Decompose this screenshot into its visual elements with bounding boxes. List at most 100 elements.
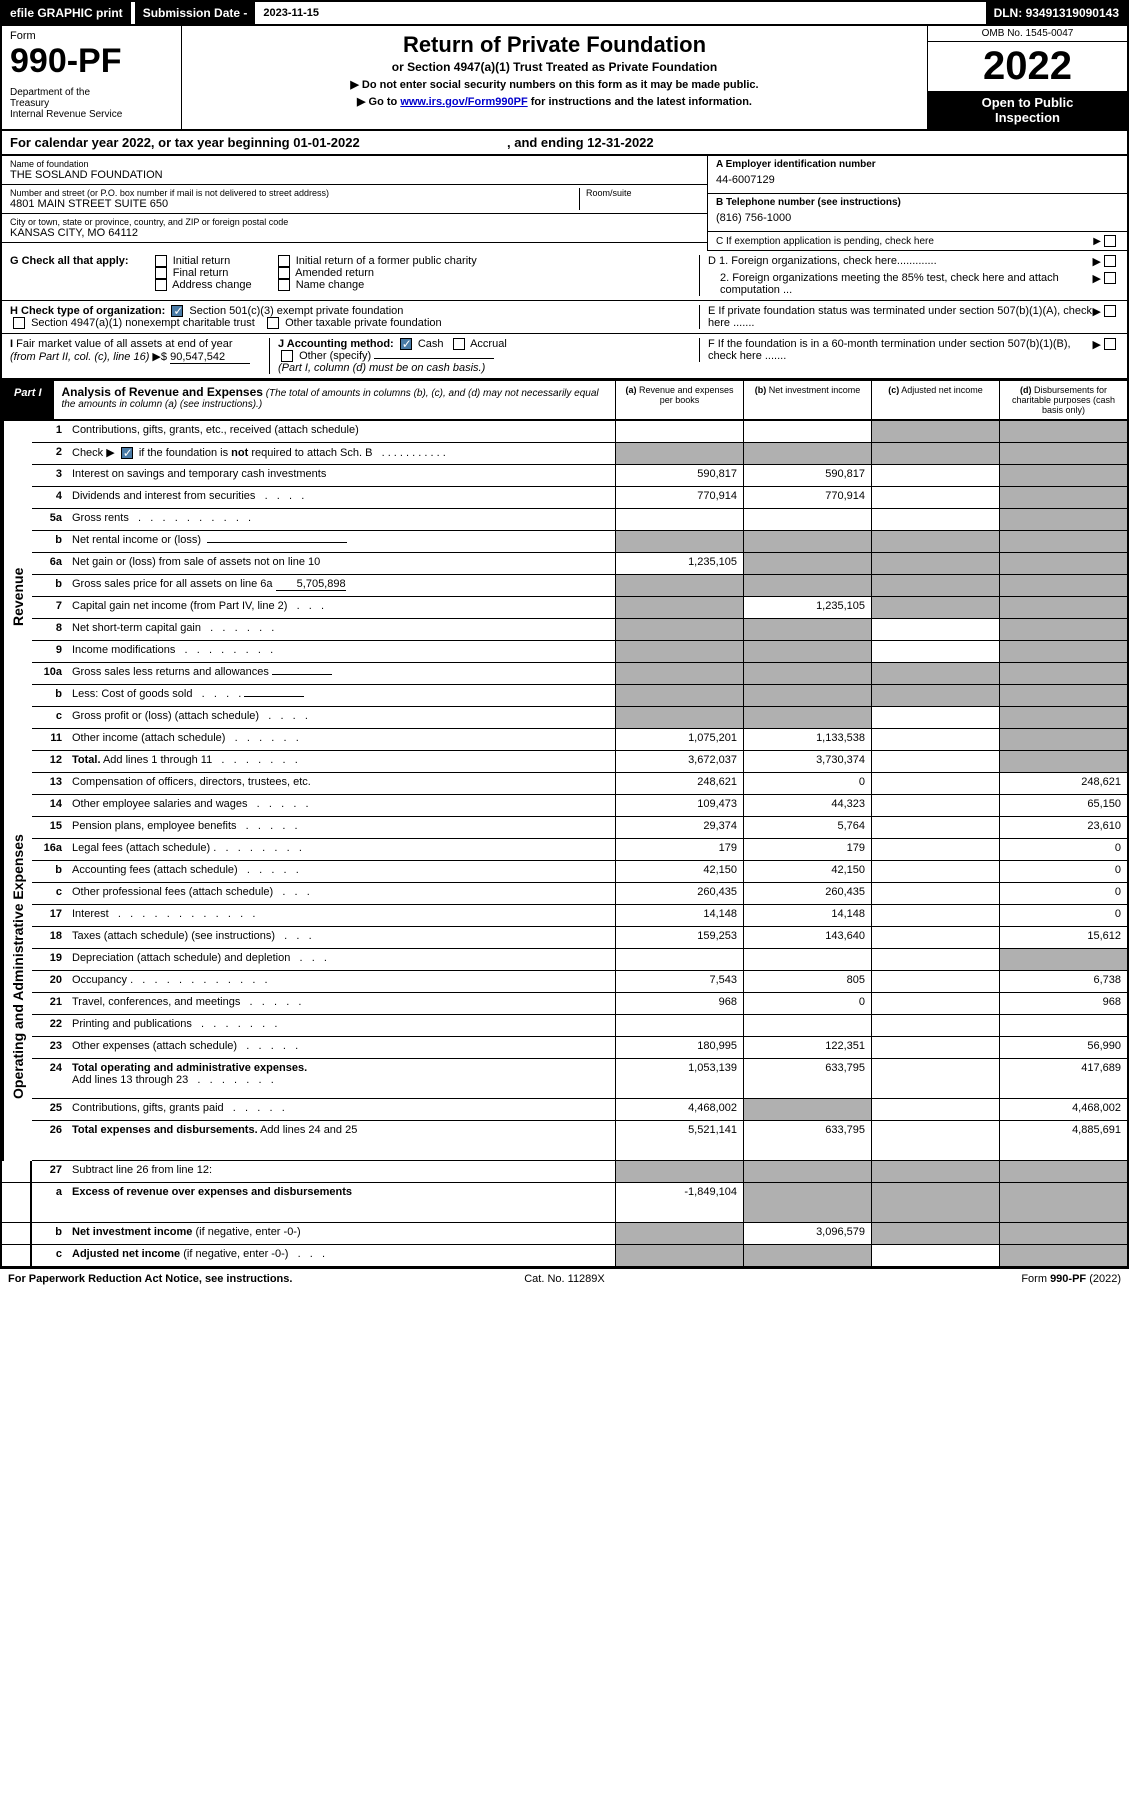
cell-value: 4,468,002 [615, 1099, 743, 1120]
cell-shaded [743, 707, 871, 728]
row-desc: Accounting fees (attach schedule) . . . … [68, 861, 615, 882]
cell-value [871, 729, 999, 750]
cell-shaded [743, 1183, 871, 1222]
cell-value: 633,795 [743, 1121, 871, 1160]
row-desc: Depreciation (attach schedule) and deple… [68, 949, 615, 970]
col-a-header: (a) Revenue and expenses per books [615, 381, 743, 419]
row-desc: Interest . . . . . . . . . . . . [68, 905, 615, 926]
cell-shaded [743, 663, 871, 684]
cell-shaded [871, 531, 999, 552]
row-num: 18 [32, 927, 68, 948]
cell-shaded [743, 531, 871, 552]
ein-label: A Employer identification number [716, 159, 1119, 170]
row-num: 9 [32, 641, 68, 662]
cell-value: 14,148 [743, 905, 871, 926]
d1-checkbox[interactable] [1104, 255, 1116, 267]
g-name-checkbox[interactable] [278, 279, 290, 291]
cell-shaded [999, 1223, 1127, 1244]
row-num: b [32, 531, 68, 552]
h-other-checkbox[interactable] [267, 317, 279, 329]
table-row: 13Compensation of officers, directors, t… [32, 773, 1127, 795]
f-label: F If the foundation is in a 60-month ter… [708, 338, 1093, 362]
cell-value: 0 [999, 839, 1127, 860]
cell-shaded [743, 1161, 871, 1182]
cell-value: 7,543 [615, 971, 743, 992]
cell-value [615, 949, 743, 970]
cell-shaded [999, 751, 1127, 772]
h-501c3-checkbox[interactable] [171, 305, 183, 317]
form-number: 990-PF [10, 42, 173, 81]
row-num: 26 [32, 1121, 68, 1160]
subdate-value: 2023-11-15 [255, 3, 327, 23]
cell-shaded [615, 443, 743, 464]
cell-value: 260,435 [743, 883, 871, 904]
calendar-year-row: For calendar year 2022, or tax year begi… [0, 131, 1129, 156]
row-num: 6a [32, 553, 68, 574]
h-4947-checkbox[interactable] [13, 317, 25, 329]
cell-value [999, 1015, 1127, 1036]
g-amended-checkbox[interactable] [278, 267, 290, 279]
row-num: 16a [32, 839, 68, 860]
cell-value: 590,817 [743, 465, 871, 486]
table-row: 10aGross sales less returns and allowanc… [32, 663, 1127, 685]
col-c-header: (c) Adjusted net income [871, 381, 999, 419]
table-row: bLess: Cost of goods sold . . . . [32, 685, 1127, 707]
g-initial-public-checkbox[interactable] [278, 255, 290, 267]
cell-shaded [871, 443, 999, 464]
row-num: a [32, 1183, 68, 1222]
cell-shaded [999, 641, 1127, 662]
row-num: 2 [32, 443, 68, 464]
table-row: 3Interest on savings and temporary cash … [32, 465, 1127, 487]
topbar: efile GRAPHIC print Submission Date - 20… [0, 0, 1129, 26]
table-row: 11Other income (attach schedule) . . . .… [32, 729, 1127, 751]
row-desc: Pension plans, employee benefits . . . .… [68, 817, 615, 838]
form-label: Form [10, 30, 173, 42]
efile-print-btn[interactable]: efile GRAPHIC print [2, 2, 131, 24]
cell-value: 968 [615, 993, 743, 1014]
f-checkbox[interactable] [1104, 338, 1116, 350]
table-row: 9Income modifications . . . . . . . . [32, 641, 1127, 663]
row-num: 13 [32, 773, 68, 794]
footer-left: For Paperwork Reduction Act Notice, see … [8, 1273, 379, 1285]
row-desc: Gross sales less returns and allowances [68, 663, 615, 684]
g-initial-checkbox[interactable] [155, 255, 167, 267]
cell-value [871, 861, 999, 882]
cell-value [871, 641, 999, 662]
row-desc: Gross profit or (loss) (attach schedule)… [68, 707, 615, 728]
part1-label: Part I [2, 381, 54, 419]
row-desc: Gross sales price for all assets on line… [68, 575, 615, 596]
row-num: c [32, 707, 68, 728]
cell-value: -1,849,104 [615, 1183, 743, 1222]
cell-value [871, 487, 999, 508]
cell-shaded [871, 575, 999, 596]
e-checkbox[interactable] [1104, 305, 1116, 317]
cell-shaded [743, 1245, 871, 1266]
form-header: Form 990-PF Department of theTreasuryInt… [0, 26, 1129, 131]
c-checkbox[interactable] [1104, 235, 1116, 247]
cell-shaded [999, 949, 1127, 970]
g-final-checkbox[interactable] [155, 267, 167, 279]
j-other-checkbox[interactable] [281, 350, 293, 362]
cell-value [871, 949, 999, 970]
d2-checkbox[interactable] [1104, 272, 1116, 284]
cell-value: 1,235,105 [743, 597, 871, 618]
cell-shaded [615, 641, 743, 662]
cell-value: 42,150 [743, 861, 871, 882]
cell-shaded [871, 553, 999, 574]
irs-link[interactable]: www.irs.gov/Form990PF [400, 96, 527, 108]
cell-value [871, 795, 999, 816]
cell-shaded [871, 1183, 999, 1222]
cell-value: 1,133,538 [743, 729, 871, 750]
cell-value: 5,764 [743, 817, 871, 838]
cell-shaded [871, 1223, 999, 1244]
cell-shaded [999, 487, 1127, 508]
g-address-checkbox[interactable] [155, 279, 167, 291]
j-accrual-checkbox[interactable] [453, 338, 465, 350]
cell-value: 968 [999, 993, 1127, 1014]
cell-value [871, 971, 999, 992]
row-desc: Other professional fees (attach schedule… [68, 883, 615, 904]
cell-value [871, 883, 999, 904]
j-cash-checkbox[interactable] [400, 338, 412, 350]
footer-mid: Cat. No. 11289X [379, 1273, 750, 1285]
cell-shaded [615, 707, 743, 728]
